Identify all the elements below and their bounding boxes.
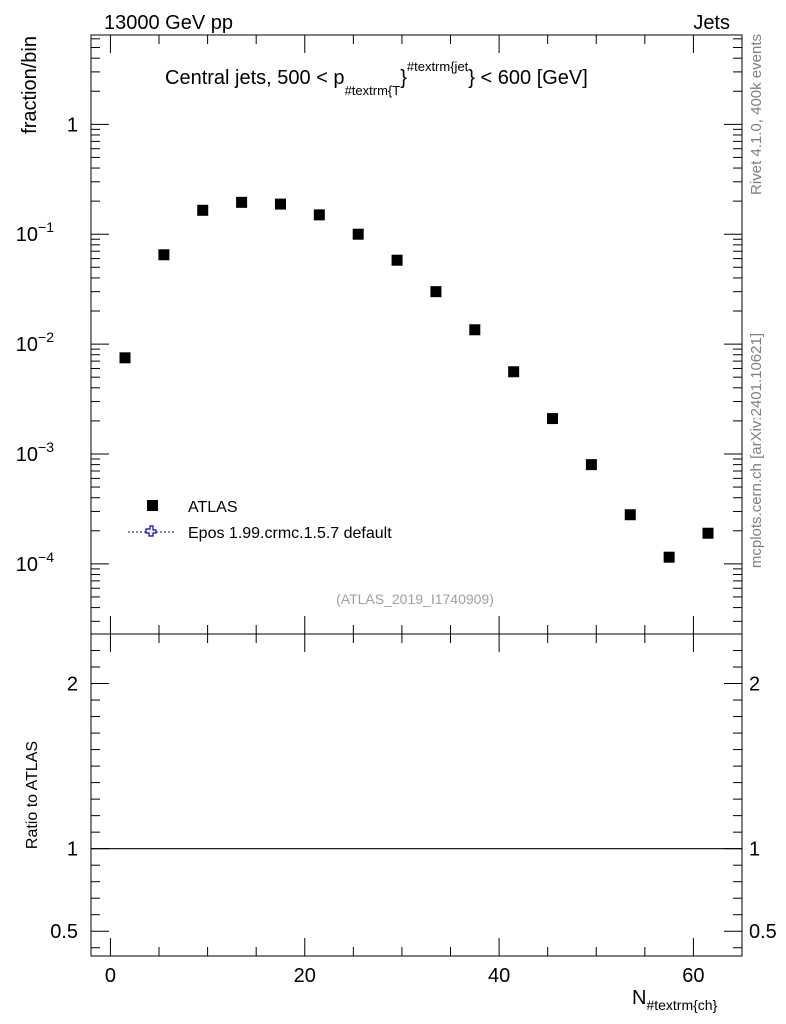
legend-atlas-marker — [147, 500, 158, 511]
mcplots-reference-label: mcplots.cern.ch [arXiv:2401.10621] — [748, 333, 765, 568]
ratio-y-tick-label-right: 1 — [749, 839, 760, 861]
title-superscript: #textrm{jet — [407, 59, 469, 74]
y-tick-label: 10−1 — [16, 219, 54, 246]
main-y-axis: 1 10−1 10−2 10−3 10−4 — [16, 38, 742, 622]
legend-epos-marker — [128, 525, 175, 537]
title-mid: } — [400, 67, 407, 89]
atlas-data-point — [585, 459, 597, 471]
x-axis-label-sub: #textrm{ch} — [646, 997, 717, 1013]
ratio-y-axis: 0.5 0.5 1 1 2 2 — [50, 633, 777, 949]
atlas-data-point — [469, 324, 481, 336]
atlas-data-point — [313, 209, 325, 221]
x-tick-label: 20 — [294, 965, 316, 987]
y-tick-label: 1 — [67, 114, 78, 136]
y-tick-label: 10−2 — [16, 329, 54, 356]
atlas-data-point — [119, 352, 131, 364]
atlas-data-point — [197, 204, 209, 216]
atlas-data-point — [663, 551, 675, 563]
ratio-y-tick-label: 2 — [67, 674, 78, 696]
main-panel: 110−110−210−310−4 Central jets, 500 < p#… — [16, 34, 743, 635]
x-axis-label-main: N — [632, 987, 646, 1009]
atlas-data-point — [430, 286, 442, 298]
atlas-data-point — [158, 249, 170, 261]
atlas-data-point — [391, 254, 403, 266]
collision-energy-label: 13000 GeV pp — [104, 12, 233, 34]
y-tick-label: 10−4 — [16, 549, 54, 576]
atlas-data-point — [352, 228, 364, 240]
ratio-y-tick-label-right: 0.5 — [749, 921, 777, 943]
ratio-x-axis: 0 20 40 60 — [105, 634, 705, 987]
ratio-panel: 0.5 0.5 1 1 2 2 0 20 40 60 Ratio to ATLAS N#text… — [24, 633, 777, 1013]
analysis-id-label: (ATLAS_2019_I1740909) — [336, 591, 494, 607]
atlas-data-point — [702, 527, 714, 539]
title-subscript: #textrm{T — [345, 83, 401, 98]
atlas-data-point — [508, 366, 520, 378]
chart-title: Central jets, 500 < p#textrm{T}#textrm{j… — [165, 59, 588, 98]
legend-atlas-label: ATLAS — [188, 499, 238, 516]
x-axis-label: N#textrm{ch} — [632, 987, 718, 1013]
x-tick-label: 60 — [682, 965, 704, 987]
ratio-y-tick-label: 0.5 — [50, 921, 78, 943]
ratio-y-axis-label: Ratio to ATLAS — [24, 741, 41, 849]
main-y-axis-label: fraction/bin — [19, 36, 41, 134]
atlas-data-point — [547, 413, 559, 425]
title-prefix: Central jets, 500 < p — [165, 67, 345, 89]
main-panel-frame — [90, 34, 743, 635]
legend: ATLAS Epos 1.99.crmc.1.5.7 default — [128, 499, 392, 542]
process-label: Jets — [693, 12, 730, 34]
main-x-axis-ticks — [109, 35, 694, 634]
ratio-panel-frame — [90, 633, 743, 957]
atlas-data-points — [119, 196, 714, 563]
ratio-y-tick-label-right: 2 — [749, 674, 760, 696]
legend-epos-label: Epos 1.99.crmc.1.5.7 default — [188, 525, 392, 542]
atlas-data-point — [624, 509, 636, 521]
title-suffix: } < 600 [GeV] — [468, 67, 588, 89]
atlas-data-point — [236, 196, 248, 208]
y-tick-label: 10−3 — [16, 439, 54, 466]
atlas-data-point — [274, 198, 286, 210]
x-tick-label: 40 — [488, 965, 510, 987]
x-tick-label: 0 — [105, 965, 116, 987]
ratio-y-tick-label: 1 — [67, 839, 78, 861]
rivet-version-label: Rivet 4.1.0, 400k events — [748, 34, 765, 195]
